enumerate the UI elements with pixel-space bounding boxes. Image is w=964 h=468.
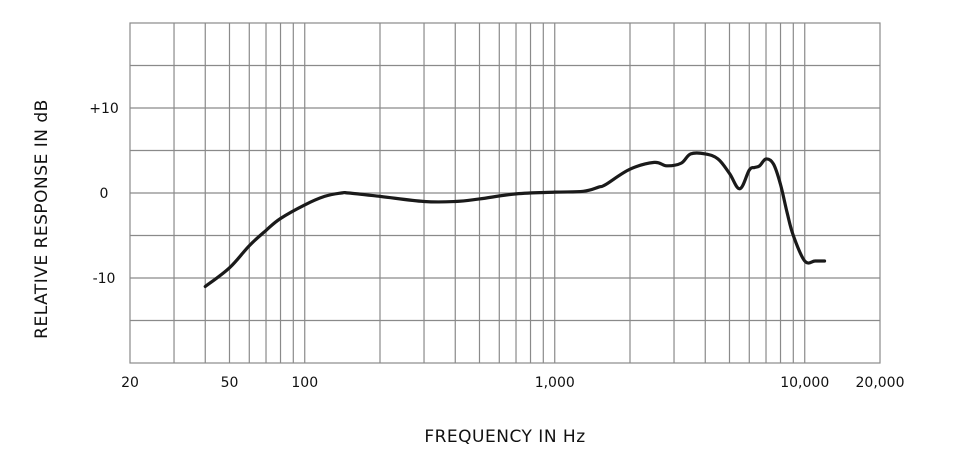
series-line: [203, 151, 827, 289]
x-tick-label: 20,000: [856, 375, 905, 391]
x-tick-label: 1,000: [535, 375, 575, 391]
y-tick-label: 0: [100, 186, 109, 202]
x-axis-label: FREQUENCY IN Hz: [424, 427, 585, 447]
x-tick-label: 10,000: [780, 375, 829, 391]
y-axis-label: RELATIVE RESPONSE IN dB: [32, 99, 52, 339]
x-tick-label: 20: [121, 375, 139, 391]
y-tick-labels: +10 0 -10: [89, 101, 119, 287]
y-tick-label: -10: [93, 271, 116, 287]
y-tick-label: +10: [89, 101, 119, 117]
x-tick-labels: 20 50 100 1,000 10,000 20,000: [121, 375, 904, 391]
x-tick-label: 50: [221, 375, 239, 391]
x-tick-label: 100: [291, 375, 318, 391]
series-layer: [203, 151, 827, 289]
grid: [129, 22, 881, 364]
